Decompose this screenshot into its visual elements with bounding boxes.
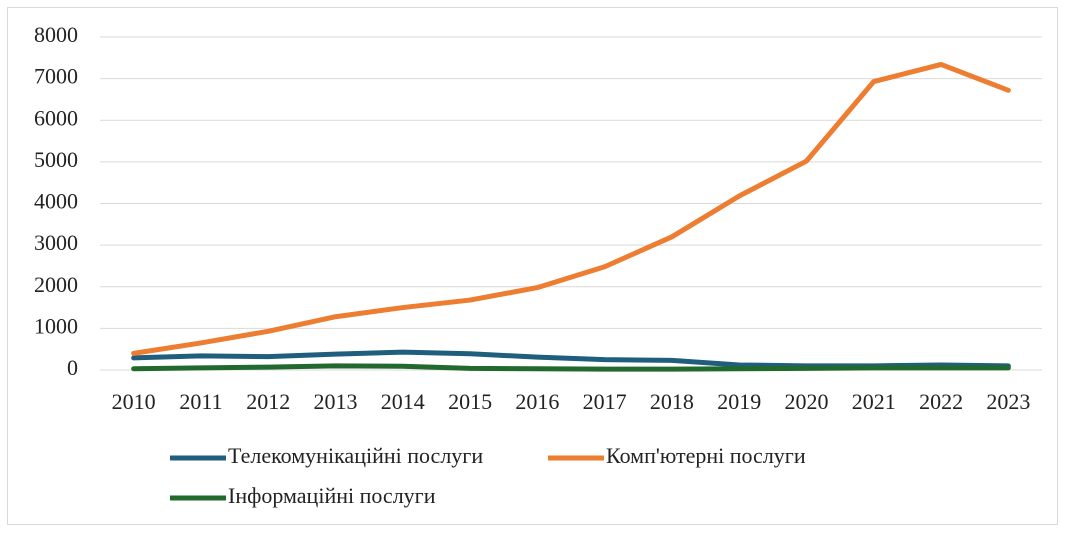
y-tick-label: 4000: [34, 189, 78, 214]
y-tick-label: 8000: [34, 22, 78, 47]
x-tick-label: 2012: [246, 389, 290, 414]
legend-label: Телекомунікаційні послуги: [228, 443, 483, 468]
legend-label: Інформаційні послуги: [228, 483, 436, 508]
x-tick-label: 2021: [852, 389, 896, 414]
y-tick-label: 6000: [34, 105, 78, 130]
series-line: [131, 61, 1011, 356]
y-tick-label: 3000: [34, 230, 78, 255]
x-tick-label: 2020: [785, 389, 829, 414]
y-tick-label: 5000: [34, 147, 78, 172]
x-tick-label: 2022: [919, 389, 963, 414]
x-tick-label: 2018: [650, 389, 694, 414]
x-tick-label: 2015: [448, 389, 492, 414]
x-tick-label: 2014: [381, 389, 425, 414]
y-tick-label: 0: [67, 355, 78, 380]
x-tick-label: 2023: [986, 389, 1030, 414]
chart-border: [7, 7, 1058, 525]
y-tick-label: 7000: [34, 64, 78, 89]
x-tick-label: 2011: [179, 389, 222, 414]
y-tick-label: 2000: [34, 272, 78, 297]
x-tick-label: 2017: [583, 389, 627, 414]
x-tick-label: 2010: [112, 389, 156, 414]
x-tick-label: 2016: [515, 389, 559, 414]
x-tick-label: 2013: [314, 389, 358, 414]
series-line: [131, 363, 1011, 372]
x-tick-label: 2019: [717, 389, 761, 414]
y-tick-label: 1000: [34, 313, 78, 338]
legend-label: Комп'ютерні послуги: [606, 443, 806, 468]
